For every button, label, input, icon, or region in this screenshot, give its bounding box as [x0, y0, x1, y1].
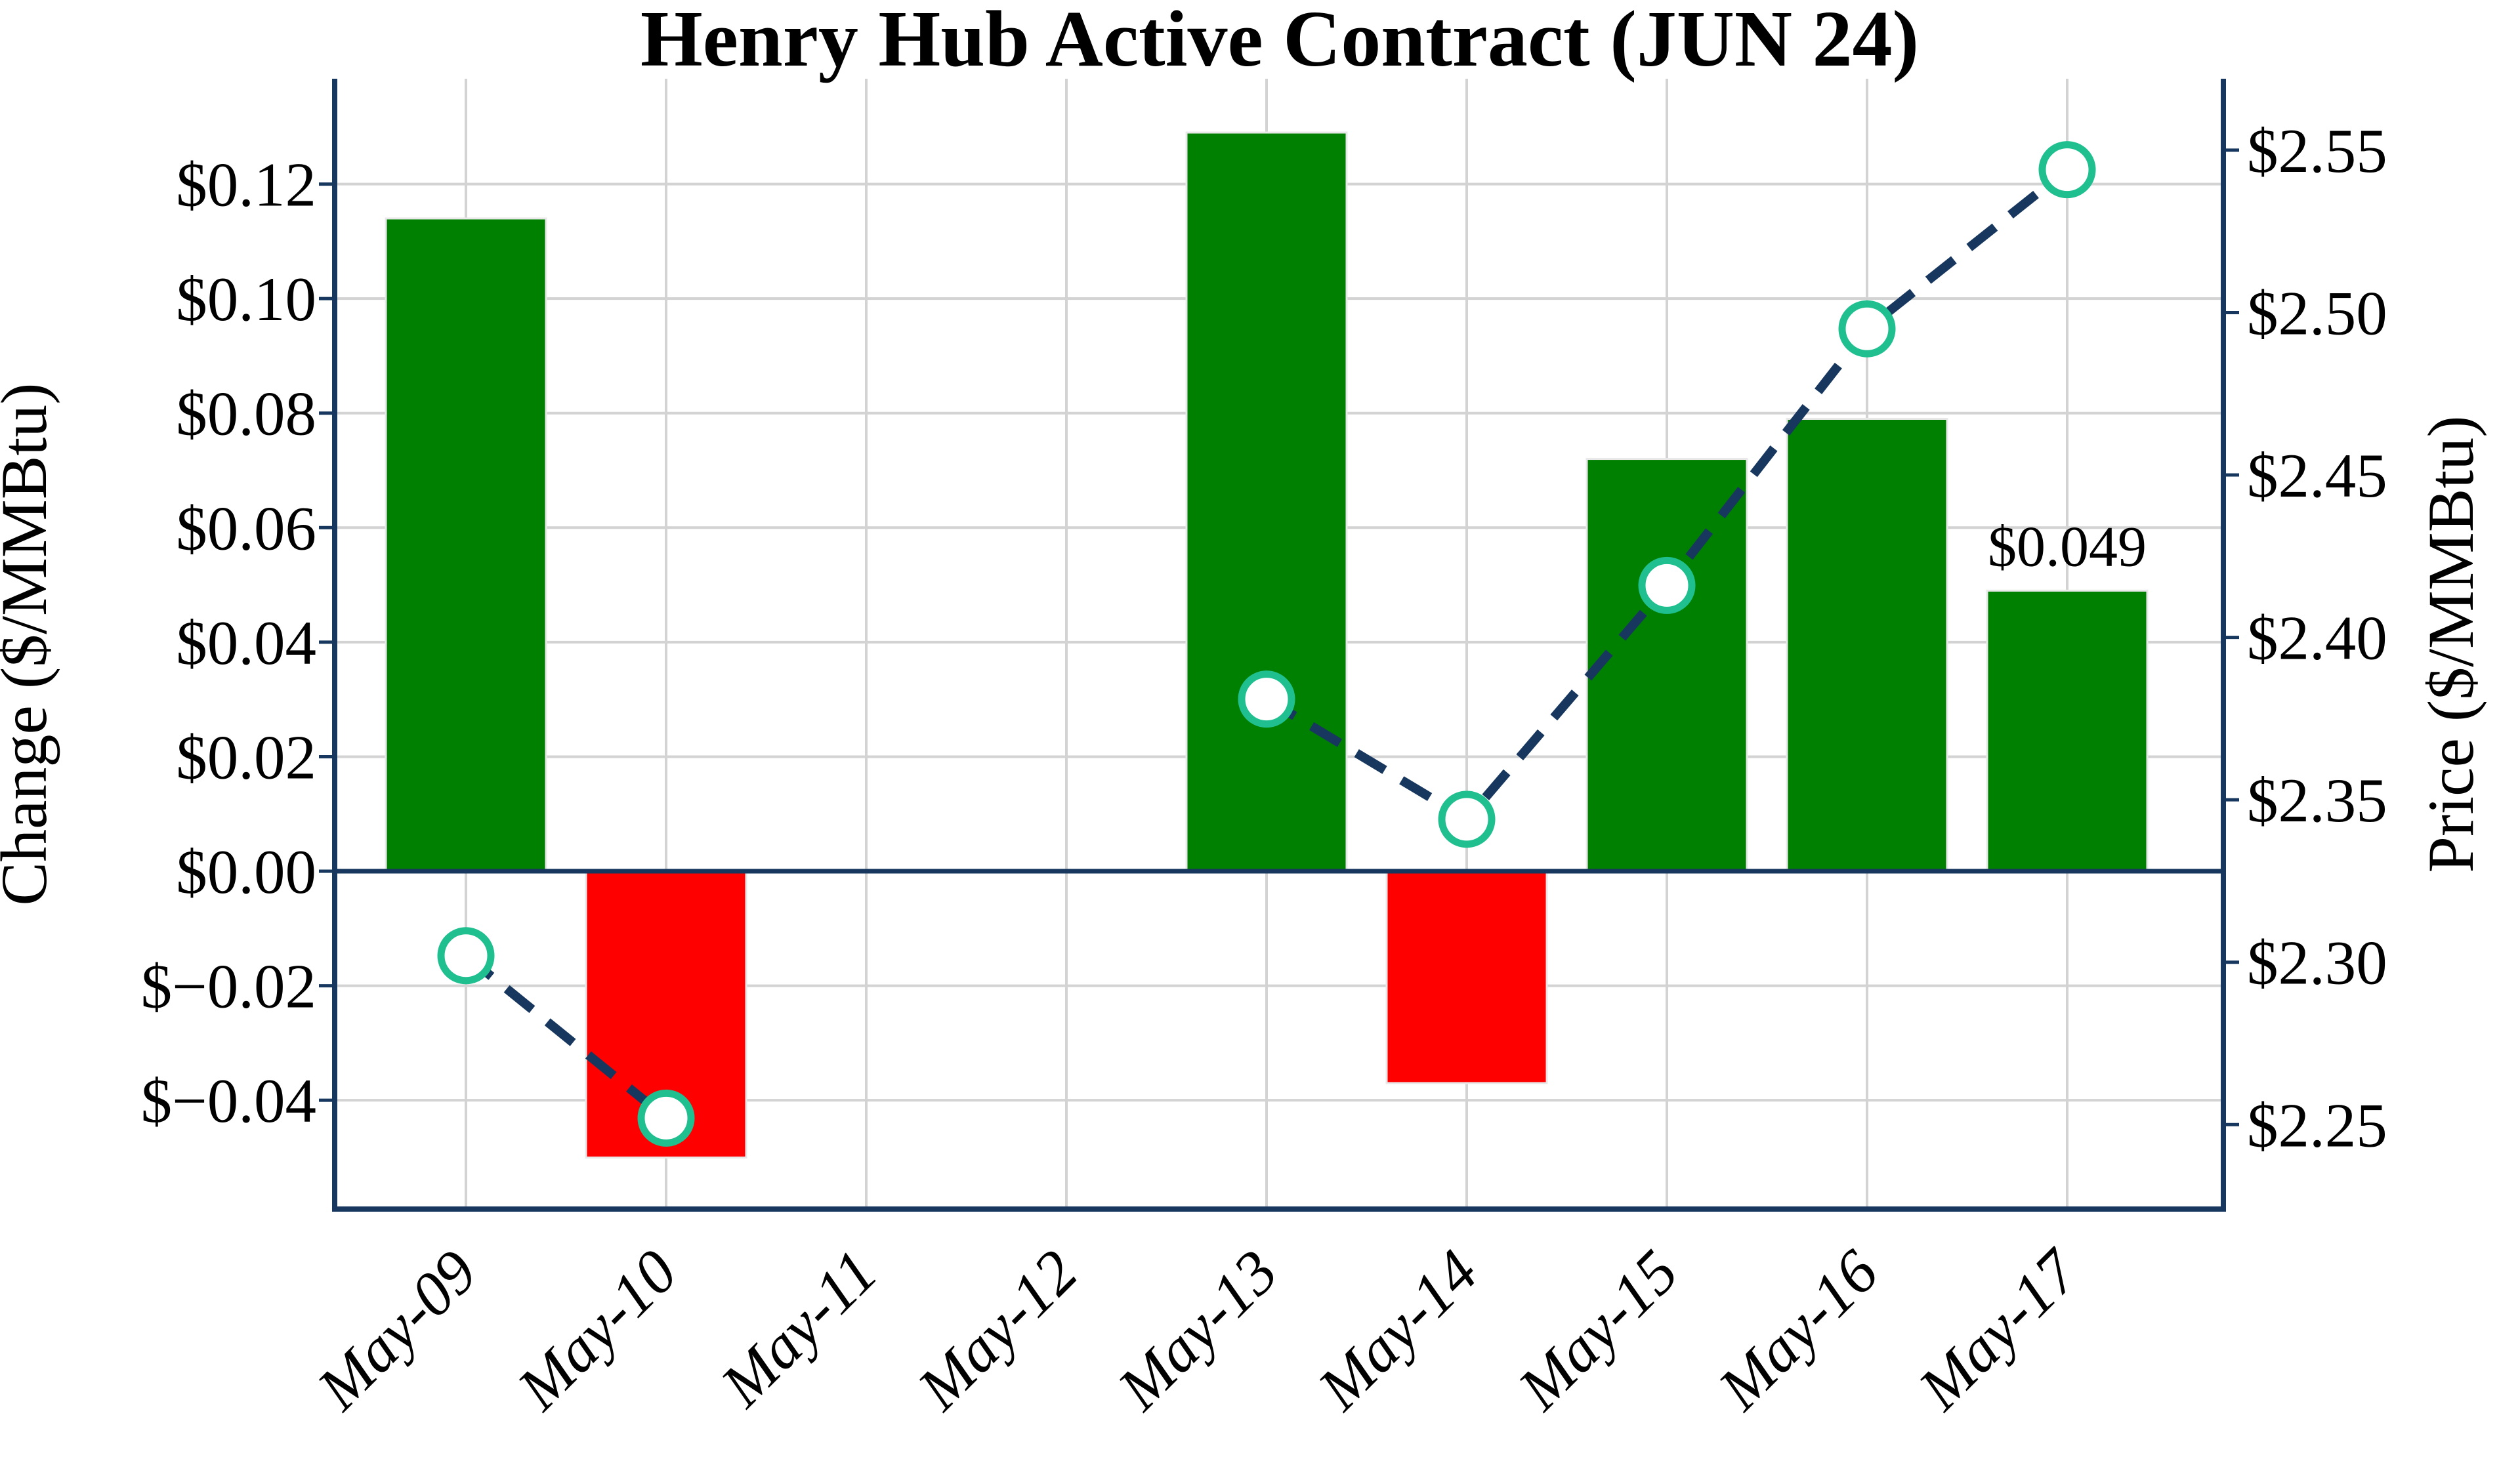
left-tick-label: $0.10 — [176, 264, 316, 334]
x-tick-label: May-15 — [1504, 1237, 1691, 1424]
right-tick-label: $2.55 — [2247, 116, 2387, 186]
right-tick-label: $2.35 — [2247, 766, 2387, 835]
change-bar-positive-May-09 — [385, 217, 547, 873]
change-bar-positive-May-13 — [1185, 131, 1348, 873]
change-bar-positive-May-17 — [1986, 589, 2149, 873]
right-tick-label: $2.50 — [2247, 278, 2387, 348]
right-tick-label: $2.25 — [2247, 1090, 2387, 1160]
price-marker-May-10 — [637, 1089, 695, 1147]
x-tick-label: May-09 — [303, 1237, 490, 1424]
x-tick-label: May-12 — [904, 1237, 1091, 1424]
right-axis-label: Price ($/MMBtu) — [2414, 415, 2487, 873]
x-tick-label: May-17 — [1904, 1235, 2093, 1424]
x-tick-label: May-10 — [503, 1237, 690, 1424]
change-bar-positive-May-16 — [1786, 417, 1948, 873]
price-marker-May-17 — [2038, 141, 2096, 199]
left-tick-label: $0.12 — [176, 150, 316, 220]
x-tick-label: May-16 — [1704, 1237, 1892, 1424]
plot-area: $0.12 $0.10 $0.08 $0.06 $0.04 $0.02 $0.00 $−0.0… — [141, 79, 2387, 1424]
left-tick-label: $0.04 — [176, 608, 316, 678]
left-tick-label: $0.06 — [176, 493, 316, 563]
chart-title: Henry Hub Active Contract (JUN 24) — [640, 0, 1919, 83]
price-marker-May-16 — [1838, 300, 1896, 358]
left-tick-label: $−0.02 — [141, 952, 316, 1021]
price-marker-May-14 — [1438, 791, 1496, 848]
x-tick-label: May-14 — [1304, 1237, 1491, 1424]
price-marker-May-09 — [437, 927, 495, 985]
change-bar-negative-May-14 — [1385, 870, 1548, 1084]
right-tick-label: $2.40 — [2247, 604, 2387, 673]
bar-value-annotation: $0.049 — [1988, 515, 2147, 579]
left-tick-label: $0.08 — [176, 379, 316, 449]
x-tick-label: May-13 — [1104, 1237, 1291, 1424]
x-tick-label: May-11 — [707, 1237, 891, 1420]
right-tick-label: $2.30 — [2247, 928, 2387, 998]
right-tick-label: $2.45 — [2247, 441, 2387, 510]
change-bar-positive-May-15 — [1586, 458, 1748, 873]
left-tick-label: $−0.04 — [141, 1066, 316, 1136]
left-tick-label: $0.02 — [176, 722, 316, 792]
left-tick-label: $0.00 — [176, 837, 316, 907]
price-marker-May-13 — [1238, 670, 1295, 728]
left-axis-label: Change ($/MMBtu) — [0, 382, 60, 905]
price-marker-May-15 — [1638, 556, 1696, 614]
